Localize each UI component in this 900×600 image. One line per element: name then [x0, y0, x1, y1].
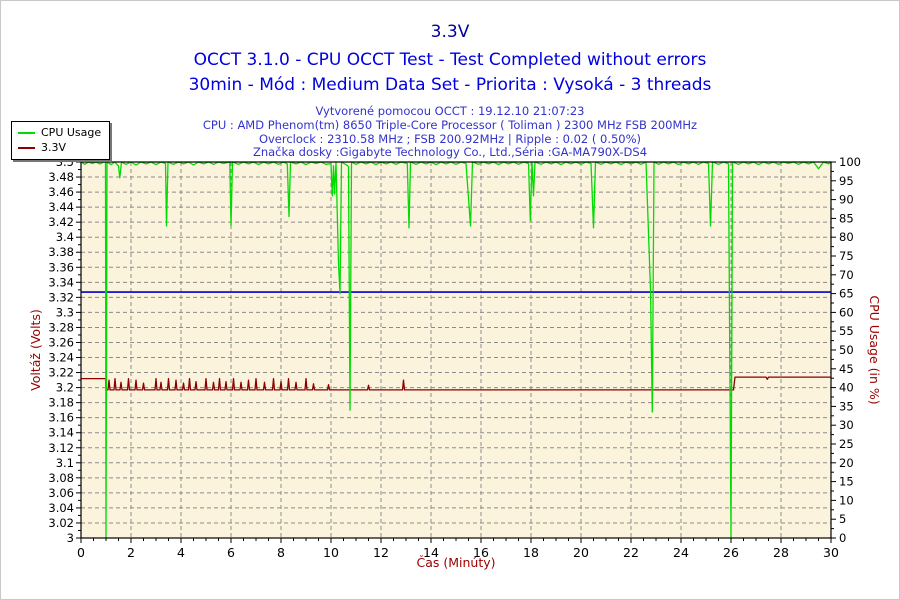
svg-text:3.28: 3.28 — [48, 320, 74, 334]
svg-text:15: 15 — [839, 475, 854, 489]
svg-text:3.36: 3.36 — [48, 260, 74, 274]
svg-text:2: 2 — [127, 545, 135, 560]
svg-text:3.12: 3.12 — [48, 441, 74, 455]
overclock-info-line: Overclock : 2310.58 MHz ; FSB 200.92MHz … — [258, 132, 642, 146]
svg-text:25: 25 — [839, 437, 854, 451]
svg-text:30: 30 — [839, 418, 854, 432]
svg-text:3.14: 3.14 — [48, 426, 74, 440]
svg-text:3.38: 3.38 — [48, 245, 74, 259]
svg-text:3.04: 3.04 — [48, 501, 74, 515]
legend-label: CPU Usage — [41, 125, 102, 139]
svg-text:55: 55 — [839, 324, 854, 338]
cpu-info-line: CPU : AMD Phenom(tm) 8650 Triple-Core Pr… — [202, 118, 698, 132]
legend-label: 3.3V — [41, 140, 67, 154]
svg-text:3.16: 3.16 — [48, 411, 74, 425]
test-config-subtitle: 30min - Mód : Medium Data Set - Priorita… — [188, 75, 712, 95]
legend-item-cpu-usage: CPU Usage — [18, 125, 101, 140]
cpu-usage-line-swatch — [18, 131, 35, 134]
right-axis-title: CPU Usage (in %) — [867, 295, 882, 404]
motherboard-info-line: Značka dosky :Gigabyte Technology Co., L… — [252, 145, 648, 159]
svg-text:3.34: 3.34 — [48, 275, 74, 289]
svg-text:95: 95 — [839, 174, 854, 188]
page-title: 3.3V — [430, 22, 470, 42]
svg-text:10: 10 — [839, 493, 854, 507]
svg-text:3: 3 — [67, 531, 74, 545]
svg-text:90: 90 — [839, 193, 854, 207]
svg-text:24: 24 — [673, 545, 689, 560]
svg-text:100: 100 — [839, 155, 861, 169]
chart-legend: CPU Usage 3.3V — [11, 121, 111, 160]
svg-text:12: 12 — [373, 545, 389, 560]
svg-text:3.02: 3.02 — [48, 516, 74, 530]
svg-text:3.08: 3.08 — [48, 471, 74, 485]
svg-text:20: 20 — [839, 456, 854, 470]
svg-text:26: 26 — [723, 545, 739, 560]
svg-text:0: 0 — [77, 545, 85, 560]
svg-text:40: 40 — [839, 381, 854, 395]
voltage-line-swatch — [18, 146, 35, 149]
svg-text:16: 16 — [473, 545, 489, 560]
svg-text:3.18: 3.18 — [48, 396, 74, 410]
svg-text:3.2: 3.2 — [56, 381, 74, 395]
svg-text:65: 65 — [839, 287, 854, 301]
svg-text:3.26: 3.26 — [48, 335, 74, 349]
svg-text:4: 4 — [177, 545, 185, 560]
svg-text:3.1: 3.1 — [56, 456, 74, 470]
svg-text:3.06: 3.06 — [48, 486, 74, 500]
svg-text:70: 70 — [839, 268, 854, 282]
svg-text:14: 14 — [423, 545, 439, 560]
svg-text:20: 20 — [573, 545, 589, 560]
svg-text:18: 18 — [523, 545, 539, 560]
svg-text:28: 28 — [773, 545, 789, 560]
svg-text:3.48: 3.48 — [48, 170, 74, 184]
svg-text:75: 75 — [839, 249, 854, 263]
generated-by-line: Vytvorené pomocou OCCT : 19.12.10 21:07:… — [315, 104, 585, 118]
svg-text:3.24: 3.24 — [48, 351, 74, 365]
svg-text:0: 0 — [839, 531, 846, 545]
test-result-subtitle: OCCT 3.1.0 - CPU OCCT Test - Test Comple… — [193, 50, 707, 70]
svg-text:85: 85 — [839, 211, 854, 225]
x-axis-title: Čas (Minúty) — [416, 555, 495, 570]
svg-text:8: 8 — [277, 545, 285, 560]
svg-text:30: 30 — [823, 545, 839, 560]
svg-text:3.32: 3.32 — [48, 290, 74, 304]
svg-text:3.22: 3.22 — [48, 366, 74, 380]
svg-text:60: 60 — [839, 305, 854, 319]
svg-text:35: 35 — [839, 399, 854, 413]
svg-text:45: 45 — [839, 362, 854, 376]
svg-text:6: 6 — [227, 545, 235, 560]
svg-text:3.46: 3.46 — [48, 185, 74, 199]
svg-text:3.44: 3.44 — [48, 200, 74, 214]
svg-text:3.3: 3.3 — [56, 305, 74, 319]
svg-text:3.42: 3.42 — [48, 215, 74, 229]
svg-text:3.4: 3.4 — [56, 230, 74, 244]
svg-text:80: 80 — [839, 230, 854, 244]
svg-text:22: 22 — [623, 545, 639, 560]
legend-item-voltage: 3.3V — [18, 140, 101, 155]
svg-text:5: 5 — [839, 512, 846, 526]
svg-text:10: 10 — [323, 545, 339, 560]
svg-text:50: 50 — [839, 343, 854, 357]
left-axis-title: Voltáž (Volts) — [28, 309, 43, 391]
